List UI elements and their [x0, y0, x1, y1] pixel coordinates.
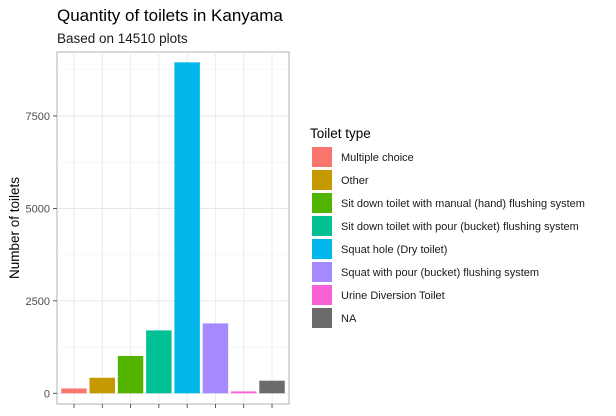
legend-label: Sit down toilet with pour (bucket) flush…	[341, 221, 579, 233]
legend-label: Other	[341, 175, 369, 187]
bar	[259, 380, 285, 394]
y-tick-label: 7500	[26, 111, 50, 123]
legend-label: NA	[341, 313, 357, 325]
bar	[89, 377, 115, 394]
y-tick-label: 5000	[26, 203, 50, 215]
chart-subtitle: Based on 14510 plots	[57, 31, 188, 46]
chart-title: Quantity of toilets in Kanyama	[57, 6, 283, 25]
x-axis-ticks	[73, 404, 273, 408]
legend-swatch	[312, 147, 332, 167]
legend-label: Multiple choice	[341, 152, 414, 164]
legend-swatch	[312, 285, 332, 305]
bar	[117, 355, 144, 394]
legend-label: Squat with pour (bucket) flushing system	[341, 267, 539, 279]
bar	[202, 323, 229, 394]
legend-swatch	[312, 262, 332, 282]
y-tick-label: 0	[44, 388, 50, 400]
legend: Multiple choice Other Sit down toilet with…	[312, 147, 585, 328]
legend-swatch	[312, 170, 332, 190]
legend-label: Urine Diversion Toilet	[341, 290, 445, 302]
bars	[61, 62, 285, 394]
bar	[146, 330, 172, 394]
legend-swatch	[312, 216, 332, 236]
legend-title: Toilet type	[310, 126, 371, 141]
y-axis-title: Number of toilets	[7, 177, 22, 279]
legend-label: Sit down toilet with manual (hand) flush…	[341, 198, 585, 210]
legend-swatch	[312, 308, 332, 328]
legend-swatch	[312, 193, 332, 213]
bar	[231, 391, 257, 394]
bar	[174, 62, 200, 394]
legend-label: Squat hole (Dry toilet)	[341, 244, 447, 256]
plot-background	[56, 51, 290, 405]
y-axis-ticks: 0 2500 5000 7500	[26, 111, 57, 400]
bar	[61, 388, 87, 394]
y-tick-label: 2500	[26, 296, 50, 308]
legend-swatch	[312, 239, 332, 259]
